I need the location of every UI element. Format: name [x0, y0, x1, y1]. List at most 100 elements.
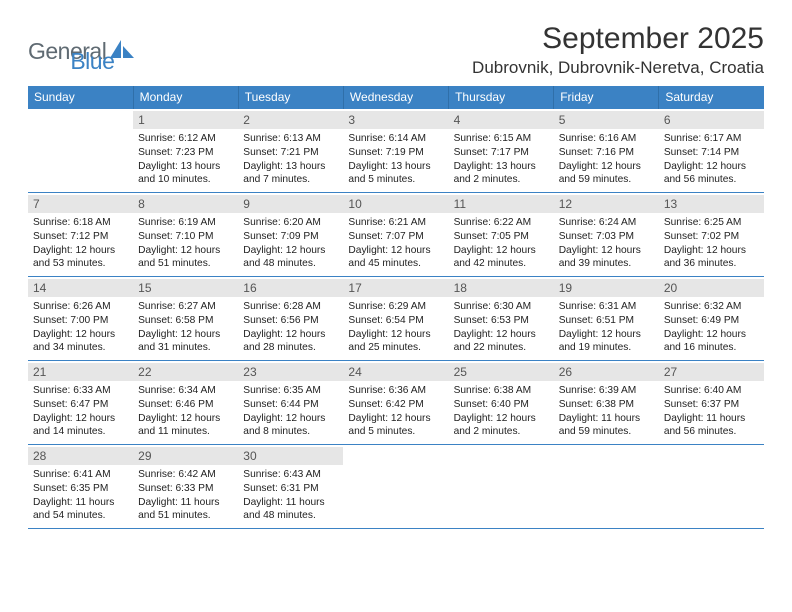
day-sunrise: Sunrise: 6:30 AM: [454, 300, 549, 314]
day-daylight2: and 36 minutes.: [664, 257, 759, 271]
day-box: 4Sunrise: 6:15 AMSunset: 7:17 PMDaylight…: [449, 109, 554, 192]
day-number: 6: [659, 111, 764, 129]
day-daylight1: Daylight: 12 hours: [664, 328, 759, 342]
day-sunset: Sunset: 7:16 PM: [559, 146, 654, 160]
day-sunrise: Sunrise: 6:25 AM: [664, 216, 759, 230]
day-daylight1: Daylight: 12 hours: [348, 244, 443, 258]
day-daylight2: and 2 minutes.: [454, 425, 549, 439]
day-box: 26Sunrise: 6:39 AMSunset: 6:38 PMDayligh…: [554, 361, 659, 444]
day-sunrise: Sunrise: 6:33 AM: [33, 384, 128, 398]
day-box: 22Sunrise: 6:34 AMSunset: 6:46 PMDayligh…: [133, 361, 238, 444]
day-sunset: Sunset: 6:31 PM: [243, 482, 338, 496]
calendar-cell: 27Sunrise: 6:40 AMSunset: 6:37 PMDayligh…: [659, 361, 764, 445]
day-sunrise: Sunrise: 6:26 AM: [33, 300, 128, 314]
calendar-cell: 1Sunrise: 6:12 AMSunset: 7:23 PMDaylight…: [133, 109, 238, 193]
day-sunrise: Sunrise: 6:27 AM: [138, 300, 233, 314]
calendar-cell: 20Sunrise: 6:32 AMSunset: 6:49 PMDayligh…: [659, 277, 764, 361]
day-box: 23Sunrise: 6:35 AMSunset: 6:44 PMDayligh…: [238, 361, 343, 444]
day-daylight2: and 25 minutes.: [348, 341, 443, 355]
day-sunset: Sunset: 7:21 PM: [243, 146, 338, 160]
day-sunset: Sunset: 6:53 PM: [454, 314, 549, 328]
calendar-row: 21Sunrise: 6:33 AMSunset: 6:47 PMDayligh…: [28, 361, 764, 445]
day-box: 8Sunrise: 6:19 AMSunset: 7:10 PMDaylight…: [133, 193, 238, 276]
day-daylight1: Daylight: 12 hours: [454, 244, 549, 258]
day-sunrise: Sunrise: 6:35 AM: [243, 384, 338, 398]
day-sunset: Sunset: 7:00 PM: [33, 314, 128, 328]
day-daylight2: and 22 minutes.: [454, 341, 549, 355]
day-number: 30: [238, 447, 343, 465]
calendar-row: 14Sunrise: 6:26 AMSunset: 7:00 PMDayligh…: [28, 277, 764, 361]
day-sunset: Sunset: 7:12 PM: [33, 230, 128, 244]
day-daylight2: and 14 minutes.: [33, 425, 128, 439]
day-daylight2: and 59 minutes.: [559, 425, 654, 439]
calendar-row: 28Sunrise: 6:41 AMSunset: 6:35 PMDayligh…: [28, 445, 764, 529]
day-daylight2: and 59 minutes.: [559, 173, 654, 187]
calendar-cell: 13Sunrise: 6:25 AMSunset: 7:02 PMDayligh…: [659, 193, 764, 277]
calendar-cell: 5 Sunrise: 6:16 AMSunset: 7:16 PMDaylight…: [554, 109, 659, 193]
calendar-cell: 29Sunrise: 6:42 AMSunset: 6:33 PMDayligh…: [133, 445, 238, 529]
day-daylight2: and 5 minutes.: [348, 425, 443, 439]
day-box: 21Sunrise: 6:33 AMSunset: 6:47 PMDayligh…: [28, 361, 133, 444]
day-number: 22: [133, 363, 238, 381]
day-sunrise: Sunrise: 6:21 AM: [348, 216, 443, 230]
day-number: 15: [133, 279, 238, 297]
logo: General Blue: [28, 28, 114, 75]
calendar-cell: 22Sunrise: 6:34 AMSunset: 6:46 PMDayligh…: [133, 361, 238, 445]
day-number: 5: [554, 111, 659, 129]
day-sunset: Sunset: 7:07 PM: [348, 230, 443, 244]
day-daylight1: Daylight: 12 hours: [348, 412, 443, 426]
weekday-header: Thursday: [449, 86, 554, 109]
calendar-cell: 21Sunrise: 6:33 AMSunset: 6:47 PMDayligh…: [28, 361, 133, 445]
day-box: 20Sunrise: 6:32 AMSunset: 6:49 PMDayligh…: [659, 277, 764, 360]
day-number: 25: [449, 363, 554, 381]
day-sunrise: Sunrise: 6:15 AM: [454, 132, 549, 146]
day-daylight1: Daylight: 12 hours: [559, 244, 654, 258]
day-daylight2: and 39 minutes.: [559, 257, 654, 271]
day-sunset: Sunset: 7:09 PM: [243, 230, 338, 244]
day-sunrise: Sunrise: 6:18 AM: [33, 216, 128, 230]
day-sunset: Sunset: 6:33 PM: [138, 482, 233, 496]
day-box: 19Sunrise: 6:31 AMSunset: 6:51 PMDayligh…: [554, 277, 659, 360]
day-sunset: Sunset: 6:35 PM: [33, 482, 128, 496]
day-daylight2: and 31 minutes.: [138, 341, 233, 355]
calendar-cell: 11Sunrise: 6:22 AMSunset: 7:05 PMDayligh…: [449, 193, 554, 277]
day-number: 13: [659, 195, 764, 213]
day-box: 3Sunrise: 6:14 AMSunset: 7:19 PMDaylight…: [343, 109, 448, 192]
day-box: 13Sunrise: 6:25 AMSunset: 7:02 PMDayligh…: [659, 193, 764, 276]
day-box: 2Sunrise: 6:13 AMSunset: 7:21 PMDaylight…: [238, 109, 343, 192]
calendar-cell: 12Sunrise: 6:24 AMSunset: 7:03 PMDayligh…: [554, 193, 659, 277]
day-sunrise: Sunrise: 6:38 AM: [454, 384, 549, 398]
day-box: 15Sunrise: 6:27 AMSunset: 6:58 PMDayligh…: [133, 277, 238, 360]
day-daylight1: Daylight: 12 hours: [559, 160, 654, 174]
calendar-cell: 3Sunrise: 6:14 AMSunset: 7:19 PMDaylight…: [343, 109, 448, 193]
calendar-cell: 4Sunrise: 6:15 AMSunset: 7:17 PMDaylight…: [449, 109, 554, 193]
weekday-header: Saturday: [659, 86, 764, 109]
day-number: 4: [449, 111, 554, 129]
day-daylight1: Daylight: 11 hours: [33, 496, 128, 510]
day-sunset: Sunset: 6:44 PM: [243, 398, 338, 412]
day-sunrise: Sunrise: 6:19 AM: [138, 216, 233, 230]
day-daylight1: Daylight: 13 hours: [138, 160, 233, 174]
calendar-cell: 26Sunrise: 6:39 AMSunset: 6:38 PMDayligh…: [554, 361, 659, 445]
day-daylight2: and 19 minutes.: [559, 341, 654, 355]
day-sunrise: Sunrise: 6:13 AM: [243, 132, 338, 146]
day-daylight1: Daylight: 13 hours: [243, 160, 338, 174]
calendar-cell: 23Sunrise: 6:35 AMSunset: 6:44 PMDayligh…: [238, 361, 343, 445]
day-daylight1: Daylight: 13 hours: [348, 160, 443, 174]
day-daylight1: Daylight: 12 hours: [348, 328, 443, 342]
weekday-header: Monday: [133, 86, 238, 109]
calendar-cell: [449, 445, 554, 529]
day-daylight1: Daylight: 11 hours: [559, 412, 654, 426]
day-daylight1: Daylight: 12 hours: [664, 244, 759, 258]
day-sunset: Sunset: 7:14 PM: [664, 146, 759, 160]
day-number: 21: [28, 363, 133, 381]
day-daylight2: and 56 minutes.: [664, 425, 759, 439]
calendar-cell: 17Sunrise: 6:29 AMSunset: 6:54 PMDayligh…: [343, 277, 448, 361]
day-box: 9Sunrise: 6:20 AMSunset: 7:09 PMDaylight…: [238, 193, 343, 276]
day-daylight1: Daylight: 12 hours: [454, 412, 549, 426]
logo-text-blue: Blue: [70, 48, 114, 75]
weekday-header: Sunday: [28, 86, 133, 109]
day-sunrise: Sunrise: 6:16 AM: [559, 132, 654, 146]
calendar-cell: 16Sunrise: 6:28 AMSunset: 6:56 PMDayligh…: [238, 277, 343, 361]
day-number: 8: [133, 195, 238, 213]
